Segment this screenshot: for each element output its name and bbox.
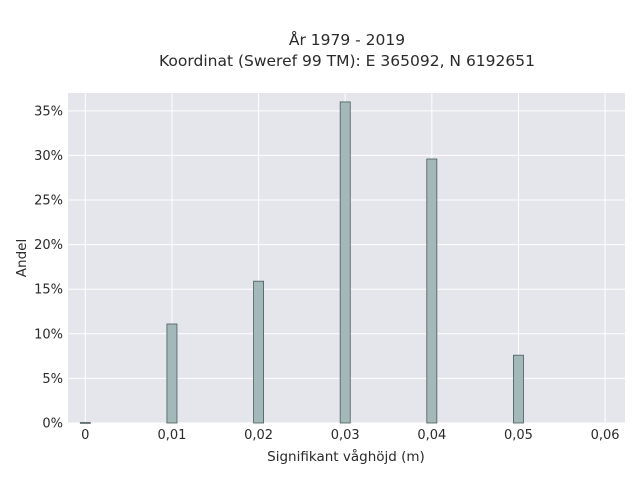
bar (513, 354, 524, 424)
x-tick-label: 0 (81, 428, 89, 443)
bars (79, 101, 524, 424)
bar (79, 422, 91, 424)
tick-labels: 0% 5% 10% 15% 20% 25% 30% 35% 0 0,01 0,02 0,03 0,04 0… (34, 104, 619, 443)
x-tick-label: 0,05 (504, 428, 533, 443)
y-tick-label: 20% (34, 238, 63, 253)
x-tick-label: 0,04 (417, 428, 446, 443)
chart-title-line-2: Koordinat (Sweref 99 TM): E 365092, N 61… (159, 52, 535, 70)
y-axis-title: Andel (14, 239, 30, 277)
x-tick-label: 0,06 (591, 428, 620, 443)
y-tick-label: 5% (42, 372, 63, 387)
bar (426, 158, 438, 424)
y-tick-label: 0% (42, 417, 63, 432)
bar (339, 101, 351, 424)
y-tick-label: 25% (34, 194, 63, 209)
x-axis-title: Signifikant våghöjd (m) (267, 448, 425, 465)
y-tick-label: 30% (34, 149, 63, 164)
y-tick-label: 15% (34, 283, 63, 298)
y-tick-label: 10% (34, 327, 63, 342)
y-tick-label: 35% (34, 104, 63, 119)
x-tick-label: 0,01 (157, 428, 186, 443)
chart-title-line-1: År 1979 - 2019 (289, 30, 405, 49)
x-tick-label: 0,03 (331, 428, 360, 443)
bar (253, 280, 264, 424)
bar (166, 323, 178, 424)
x-tick-label: 0,02 (244, 428, 273, 443)
